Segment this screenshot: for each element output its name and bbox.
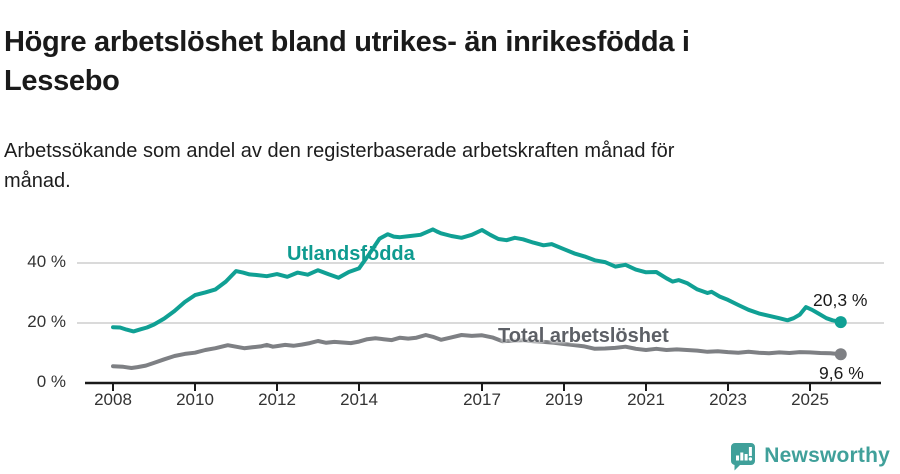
x-axis-label: 2010 — [176, 390, 214, 409]
x-axis-label: 2023 — [709, 390, 747, 409]
end-value-label-utlandsfodda: 20,3 % — [813, 290, 868, 310]
newsworthy-barchart-pin-icon — [731, 443, 756, 471]
x-axis-label: 2021 — [627, 390, 665, 409]
x-axis-label: 2008 — [94, 390, 132, 409]
page-title: Högre arbetslöshet bland utrikes- än inr… — [4, 26, 690, 97]
x-axis-label: 2025 — [791, 390, 829, 409]
y-axis-label-40: 40 % — [27, 252, 66, 271]
brand-name: Newsworthy — [764, 444, 890, 467]
series-label-total-arbetsloshet: Total arbetslöshet — [498, 325, 669, 347]
x-axis-label: 2012 — [258, 390, 296, 409]
series-end-dot-utlandsfodda — [834, 316, 847, 329]
series-line-total — [111, 333, 843, 370]
series-line-utlandsfodda — [111, 227, 843, 334]
chart-subtitle: Arbetssökande som andel av den registerb… — [4, 140, 675, 192]
end-value-label-total: 9,6 % — [819, 363, 864, 383]
newsworthy-logo: Newsworthy — [728, 440, 890, 472]
y-axis-label-0: 0 % — [36, 372, 66, 391]
x-axis-label: 2017 — [463, 390, 501, 409]
series-label-utlandsfodda: Utlandsfödda — [287, 243, 415, 265]
x-axis-label: 2019 — [545, 390, 583, 409]
series-end-dot-total — [834, 348, 847, 361]
x-axis-label: 2014 — [340, 390, 378, 409]
y-axis-label-20: 20 % — [27, 312, 66, 331]
